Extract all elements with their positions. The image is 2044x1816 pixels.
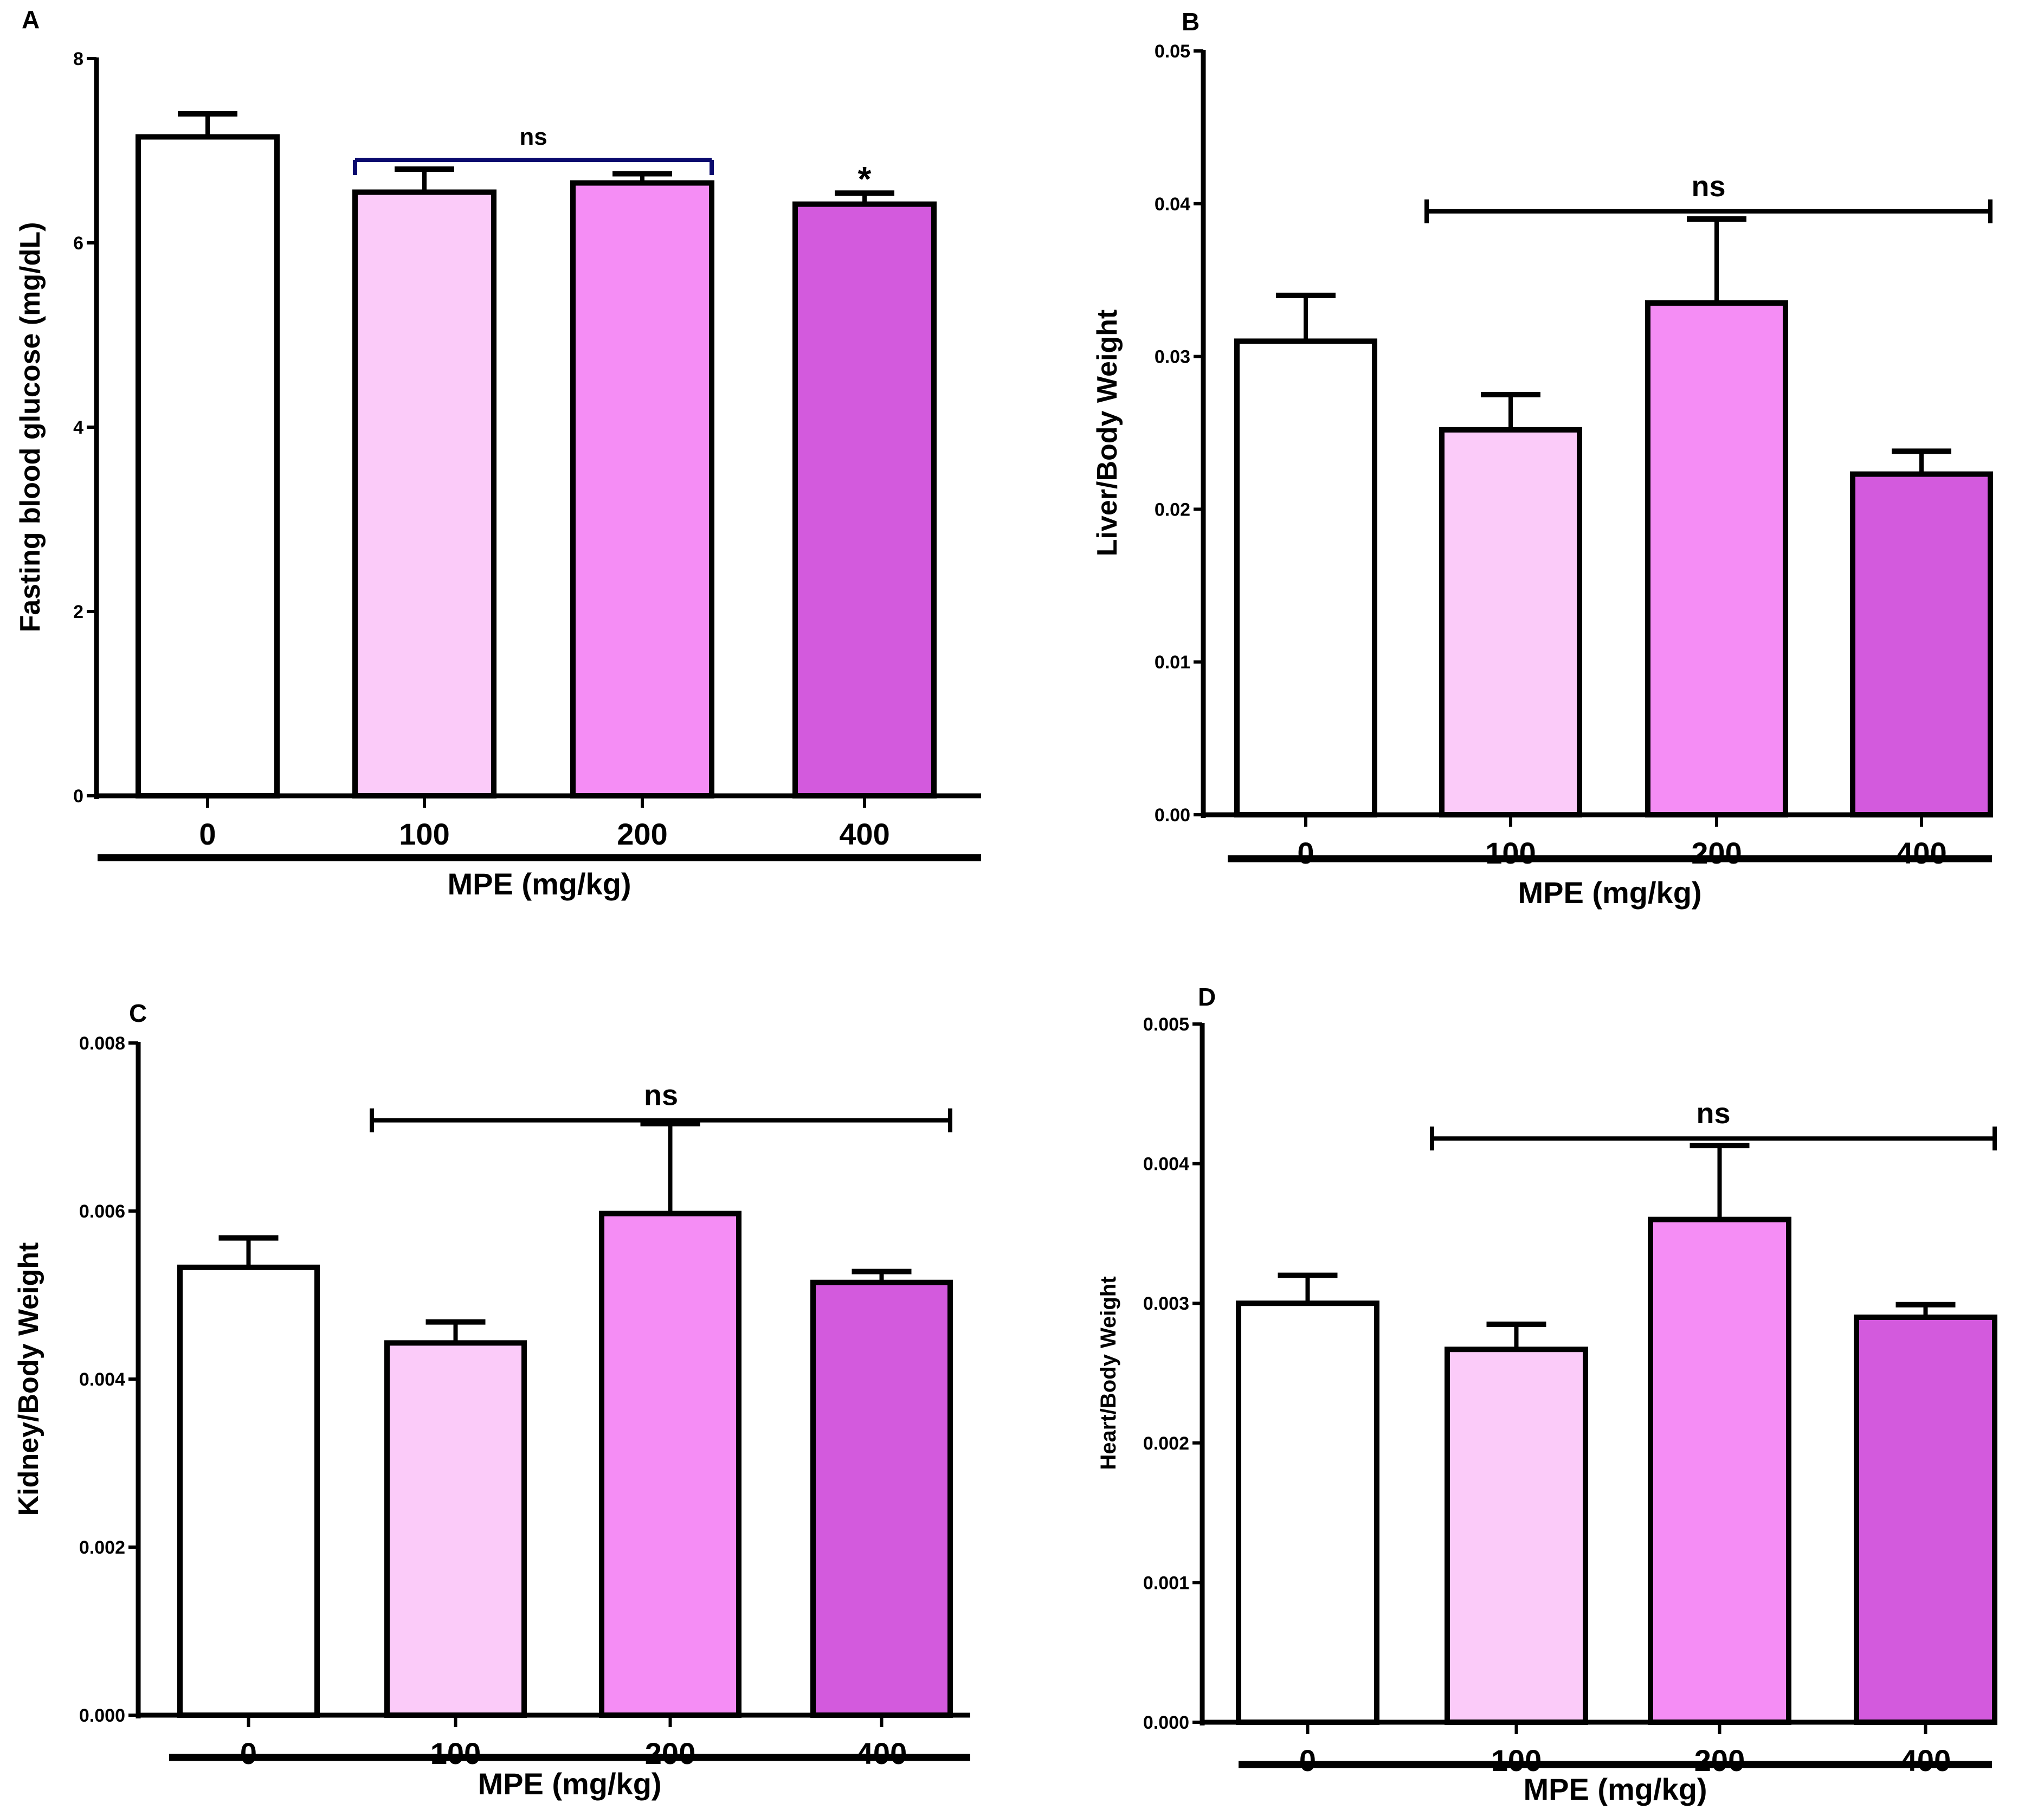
bar-a-200 <box>570 180 714 798</box>
y-tick-label-b: 0.05 <box>1155 41 1190 62</box>
x-tick-label-b: 400 <box>1896 836 1946 870</box>
panel-b: B 0.00 0.01 0.02 0.03 0.04 0.05 Liver/Body Weig… <box>1092 8 1993 910</box>
x-tick-label-d: 400 <box>1900 1743 1951 1778</box>
y-tick-label-d: 0.005 <box>1143 1014 1189 1035</box>
y-tick-label-c: 0.008 <box>79 1033 125 1054</box>
bar-d-0 <box>1236 1300 1379 1725</box>
bracket-label-b: ns <box>1691 170 1725 203</box>
x-tick-label-d: 200 <box>1694 1743 1745 1778</box>
bracket-label-c: ns <box>644 1079 678 1112</box>
y-tick-label-c: 0.000 <box>79 1705 125 1726</box>
y-tick-label-c: 0.004 <box>79 1369 125 1390</box>
y-tick-label-d: 0.003 <box>1143 1293 1189 1314</box>
x-axis-title-d: MPE (mg/kg) <box>1523 1772 1707 1806</box>
y-axis-title-a: Fasting blood glucose (mg/dL) <box>15 222 46 633</box>
y-axis-title-c: Kidney/Body Weight <box>13 1242 44 1516</box>
y-tick-label-a: 0 <box>73 786 83 807</box>
y-tick-label-a: 6 <box>73 233 83 254</box>
x-axis-title-b: MPE (mg/kg) <box>1518 875 1701 910</box>
bar-c-400 <box>810 1279 953 1718</box>
significance-mark-a: * <box>858 159 872 198</box>
bar-c-100 <box>384 1340 527 1718</box>
x-tick-label-d: 0 <box>1299 1743 1316 1778</box>
bracket-label-a: ns <box>519 124 547 150</box>
y-axis-title-d: Heart/Body Weight <box>1097 1276 1120 1470</box>
y-tick-label-d: 0.004 <box>1143 1154 1189 1175</box>
panel-label-d: D <box>1198 983 1216 1011</box>
bar-a-100 <box>352 189 497 798</box>
bar-b-0 <box>1234 338 1377 817</box>
bar-b-200 <box>1645 300 1788 817</box>
y-tick-label-b: 0.02 <box>1155 499 1190 520</box>
x-axis-title-a: MPE (mg/kg) <box>447 867 631 901</box>
x-tick-label-b: 200 <box>1691 836 1742 870</box>
bar-a-0 <box>136 134 280 798</box>
x-tick-label-c: 200 <box>645 1736 695 1770</box>
y-tick-label-a: 4 <box>73 417 83 438</box>
y-tick-label-d: 0.002 <box>1143 1433 1189 1454</box>
y-tick-label-a: 8 <box>73 49 83 69</box>
x-tick-label-a: 100 <box>399 817 449 851</box>
bracket-label-d: ns <box>1696 1097 1730 1130</box>
panel-label-c: C <box>129 999 147 1027</box>
y-tick-label-a: 2 <box>73 602 83 622</box>
x-tick-label-c: 100 <box>430 1736 481 1770</box>
bar-d-400 <box>1854 1314 1997 1725</box>
y-tick-label-d: 0.001 <box>1143 1573 1189 1593</box>
x-tick-label-d: 100 <box>1491 1743 1542 1778</box>
x-tick-label-a: 200 <box>617 817 667 851</box>
x-tick-label-c: 400 <box>856 1736 907 1770</box>
y-axis-title-b: Liver/Body Weight <box>1092 310 1123 557</box>
bar-c-0 <box>177 1264 320 1718</box>
y-tick-label-c: 0.002 <box>79 1537 125 1558</box>
x-tick-label-a: 0 <box>199 817 216 851</box>
bar-b-100 <box>1439 427 1582 817</box>
y-tick-label-b: 0.01 <box>1155 652 1190 673</box>
bar-d-200 <box>1648 1216 1791 1725</box>
panel-a: A 0 2 4 6 8 Fasting blood glucose (mg/dL) 0 100 2… <box>15 5 981 901</box>
bar-a-400 <box>792 201 937 799</box>
x-tick-label-b: 0 <box>1297 836 1314 870</box>
y-tick-label-b: 0.00 <box>1155 805 1190 826</box>
y-tick-label-b: 0.03 <box>1155 347 1190 368</box>
x-tick-label-a: 400 <box>839 817 889 851</box>
x-tick-label-b: 100 <box>1485 836 1536 870</box>
y-tick-label-b: 0.04 <box>1155 194 1190 215</box>
panel-label-a: A <box>22 5 40 34</box>
y-tick-label-d: 0.000 <box>1143 1712 1189 1733</box>
x-tick-label-c: 0 <box>240 1736 257 1770</box>
x-axis-title-c: MPE (mg/kg) <box>478 1767 661 1801</box>
y-tick-label-c: 0.006 <box>79 1201 125 1222</box>
bar-b-400 <box>1850 471 1993 817</box>
bar-c-200 <box>599 1210 741 1718</box>
panel-d: D 0.000 0.001 0.002 0.003 0.004 0.005 Heart/Bod… <box>1097 983 1997 1806</box>
panel-c: C 0.000 0.002 0.004 0.006 0.008 Kidney/Body We… <box>13 999 970 1801</box>
bar-d-100 <box>1445 1347 1588 1725</box>
panel-label-b: B <box>1182 8 1200 36</box>
